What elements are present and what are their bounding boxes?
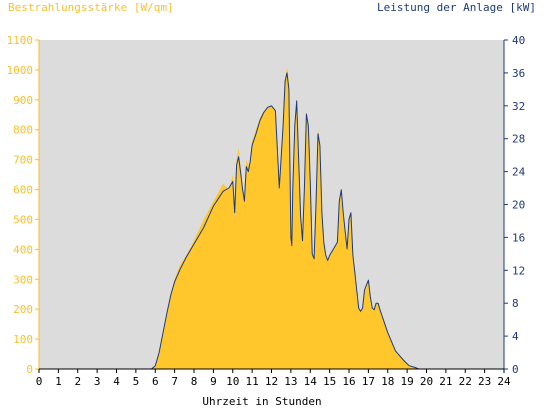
right-axis-ticks: 0 4 8 12 16 20 24 28 32 36 40 — [504, 34, 526, 376]
x-tick-label: 17 — [362, 375, 375, 388]
x-tick-label: 6 — [152, 375, 159, 388]
x-tick-label: 1 — [55, 375, 62, 388]
left-tick-label: 800 — [13, 124, 33, 137]
right-tick-label: 36 — [512, 67, 525, 80]
right-tick-label: 28 — [512, 133, 525, 146]
left-tick-label: 300 — [13, 273, 33, 286]
x-tick-label: 12 — [265, 375, 278, 388]
x-tick-label: 13 — [284, 375, 297, 388]
x-tick-label: 22 — [459, 375, 472, 388]
x-tick-label: 24 — [497, 375, 511, 388]
x-tick-label: 8 — [191, 375, 198, 388]
x-axis-title: Uhrzeit in Stunden — [202, 395, 321, 408]
left-tick-label: 0 — [26, 363, 33, 376]
left-tick-label: 700 — [13, 154, 33, 167]
x-tick-label: 20 — [420, 375, 433, 388]
left-tick-label: 1000 — [7, 64, 34, 77]
right-tick-label: 8 — [512, 297, 519, 310]
right-tick-label: 4 — [512, 330, 519, 343]
right-tick-label: 20 — [512, 199, 525, 212]
right-tick-label: 12 — [512, 264, 525, 277]
left-tick-label: 200 — [13, 303, 33, 316]
x-tick-label: 15 — [323, 375, 336, 388]
right-tick-label: 16 — [512, 231, 525, 244]
x-tick-label: 14 — [304, 375, 318, 388]
x-tick-label: 5 — [133, 375, 140, 388]
left-tick-label: 100 — [13, 333, 33, 346]
left-tick-label: 1100 — [7, 34, 34, 47]
right-tick-label: 32 — [512, 100, 525, 113]
left-tick-label: 400 — [13, 243, 33, 256]
x-tick-label: 19 — [401, 375, 414, 388]
x-tick-label: 23 — [478, 375, 491, 388]
left-tick-label: 500 — [13, 213, 33, 226]
right-tick-label: 24 — [512, 166, 526, 179]
right-tick-label: 40 — [512, 34, 525, 47]
x-tick-label: 18 — [381, 375, 394, 388]
x-tick-label: 11 — [246, 375, 259, 388]
right-tick-label: 0 — [512, 363, 519, 376]
series-layer — [39, 66, 504, 370]
x-tick-label: 9 — [210, 375, 217, 388]
x-tick-label: 4 — [113, 375, 120, 388]
power-line — [39, 72, 504, 370]
x-axis-ticks: 0 1 2 3 4 5 6 7 8 9 10 11 12 13 14 15 16 17 18 19 20 21 22 23 24 — [36, 369, 511, 388]
x-tick-label: 7 — [171, 375, 178, 388]
left-axis-ticks: 0 100 200 300 400 500 600 700 800 900 1000 1100 — [7, 34, 39, 376]
x-tick-label: 16 — [342, 375, 355, 388]
left-tick-label: 900 — [13, 94, 33, 107]
left-tick-label: 600 — [13, 184, 33, 197]
x-tick-label: 21 — [439, 375, 452, 388]
x-tick-label: 2 — [74, 375, 81, 388]
x-tick-label: 3 — [94, 375, 101, 388]
left-axis-title: Bestrahlungsstärke [W/qm] — [8, 1, 174, 14]
x-tick-label: 10 — [226, 375, 239, 388]
x-tick-label: 0 — [36, 375, 43, 388]
irradiance-area — [39, 66, 504, 370]
right-axis-title: Leistung der Anlage [kW] — [377, 1, 536, 14]
